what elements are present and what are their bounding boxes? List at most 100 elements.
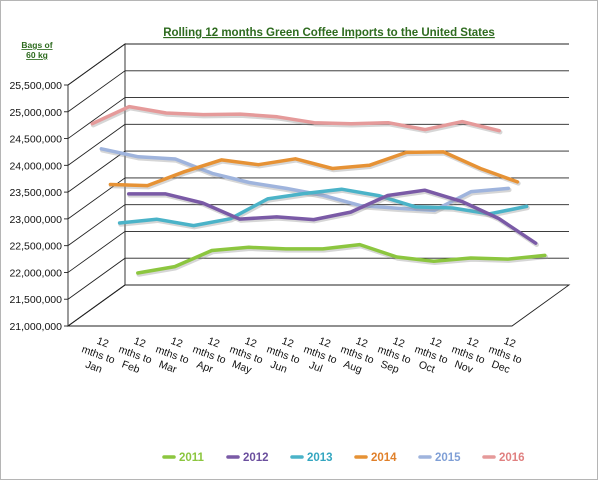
- data-point-2012: [497, 217, 500, 220]
- data-point-2014: [405, 151, 408, 154]
- gridline: [67, 230, 569, 273]
- x-tick-label-line: 12: [280, 335, 295, 350]
- gridline: [67, 204, 569, 247]
- data-point-2016: [313, 121, 316, 124]
- data-point-2013: [229, 217, 232, 220]
- data-point-2013: [266, 198, 269, 200]
- data-point-2016: [91, 122, 93, 125]
- data-point-2012: [127, 193, 130, 195]
- data-point-2014: [109, 183, 112, 186]
- data-point-2012: [534, 242, 537, 244]
- data-point-2015: [137, 156, 140, 158]
- data-point-2011: [137, 272, 139, 274]
- series-line-2011: [136, 242, 547, 275]
- data-point-2012: [238, 218, 241, 220]
- x-tick-label-line: 12: [169, 335, 184, 350]
- series-line-2014: [108, 150, 520, 188]
- x-tick-label-line: Mar: [157, 358, 179, 376]
- gridline: [67, 284, 569, 327]
- y-axis-label-line1: Bags of: [21, 40, 52, 50]
- x-tick-label-line: Jun: [269, 359, 289, 376]
- series-line-2013: [117, 187, 529, 228]
- data-point-2014: [220, 159, 223, 161]
- gridline: [67, 97, 569, 139]
- x-tick-label-line: 12: [354, 335, 369, 350]
- x-tick-label-line: 12: [465, 335, 480, 350]
- data-point-2011: [359, 243, 361, 246]
- data-point-2011: [470, 257, 472, 259]
- data-point-2012: [423, 189, 426, 191]
- legend-label-2012: 2012: [243, 452, 269, 464]
- data-point-2012: [164, 193, 167, 195]
- data-point-2012: [460, 200, 463, 203]
- data-point-2016: [128, 105, 130, 108]
- data-point-2011: [248, 246, 250, 249]
- data-point-2013: [192, 224, 195, 227]
- x-tick-label-line: 12: [243, 335, 258, 350]
- data-point-2011: [322, 248, 324, 250]
- legend-label-2016: 2016: [499, 452, 525, 464]
- gridline: [67, 177, 569, 220]
- x-tick-label-line: 12: [206, 335, 221, 350]
- x-tick-label-line: 12: [95, 335, 110, 350]
- data-point-2011: [211, 249, 213, 252]
- y-tick-labels: 21,000,000 21,500,000 22,000,000 22,500,000…: [9, 80, 62, 333]
- data-point-2015: [322, 194, 325, 197]
- data-point-2012: [312, 218, 315, 221]
- data-point-2011: [433, 260, 435, 263]
- y-tick-label: 22,000,000: [9, 267, 62, 279]
- data-point-2013: [377, 194, 380, 197]
- y-tick-label: 23,000,000: [9, 214, 62, 226]
- data-point-2015: [285, 187, 288, 190]
- x-tick-label-line: 12: [502, 335, 517, 350]
- x-tick-label-line: 12: [391, 335, 406, 350]
- data-point-2015: [507, 187, 510, 190]
- legend: 2011 2012 2013 2014 2015 2016: [162, 452, 525, 464]
- data-point-2012: [201, 202, 204, 204]
- y-tick-label: 24,000,000: [9, 160, 62, 172]
- data-point-2011: [174, 265, 176, 268]
- data-point-2013: [340, 188, 343, 190]
- data-point-2014: [183, 170, 186, 173]
- data-point-2016: [202, 113, 204, 116]
- data-point-2015: [470, 190, 473, 193]
- x-tick-label-line: 12: [428, 335, 443, 350]
- data-point-2013: [155, 218, 158, 220]
- data-point-2016: [387, 121, 390, 124]
- data-point-2013: [118, 222, 121, 224]
- data-point-2016: [498, 129, 501, 132]
- series-line-2016: [90, 104, 501, 133]
- legend-label-2014: 2014: [371, 452, 397, 464]
- data-point-2014: [479, 167, 482, 170]
- data-point-2014: [146, 184, 149, 187]
- x-tick-label-line: Feb: [120, 358, 141, 376]
- data-point-2014: [442, 151, 445, 153]
- data-point-2015: [433, 209, 436, 212]
- series-shadow-2011: [136, 243, 549, 277]
- data-point-2016: [276, 116, 279, 118]
- data-point-2015: [396, 207, 399, 209]
- data-point-2013: [303, 192, 306, 195]
- y-tick-label: 24,500,000: [9, 134, 62, 146]
- x-tick-label-line: Apr: [195, 359, 215, 376]
- chart-title: Rolling 12 months Green Coffee Imports t…: [163, 27, 495, 39]
- legend-label-2013: 2013: [307, 452, 333, 464]
- legend-label-2011: 2011: [179, 452, 205, 464]
- y-tick-label: 22,500,000: [9, 241, 62, 253]
- gridline: [67, 70, 569, 113]
- series-line-2012: [126, 188, 538, 245]
- data-point-2012: [349, 211, 352, 213]
- gridline: [67, 43, 569, 86]
- floor: [66, 284, 571, 327]
- y-tick-label: 21,000,000: [9, 321, 62, 333]
- gridline: [67, 123, 569, 166]
- data-point-2011: [285, 248, 287, 250]
